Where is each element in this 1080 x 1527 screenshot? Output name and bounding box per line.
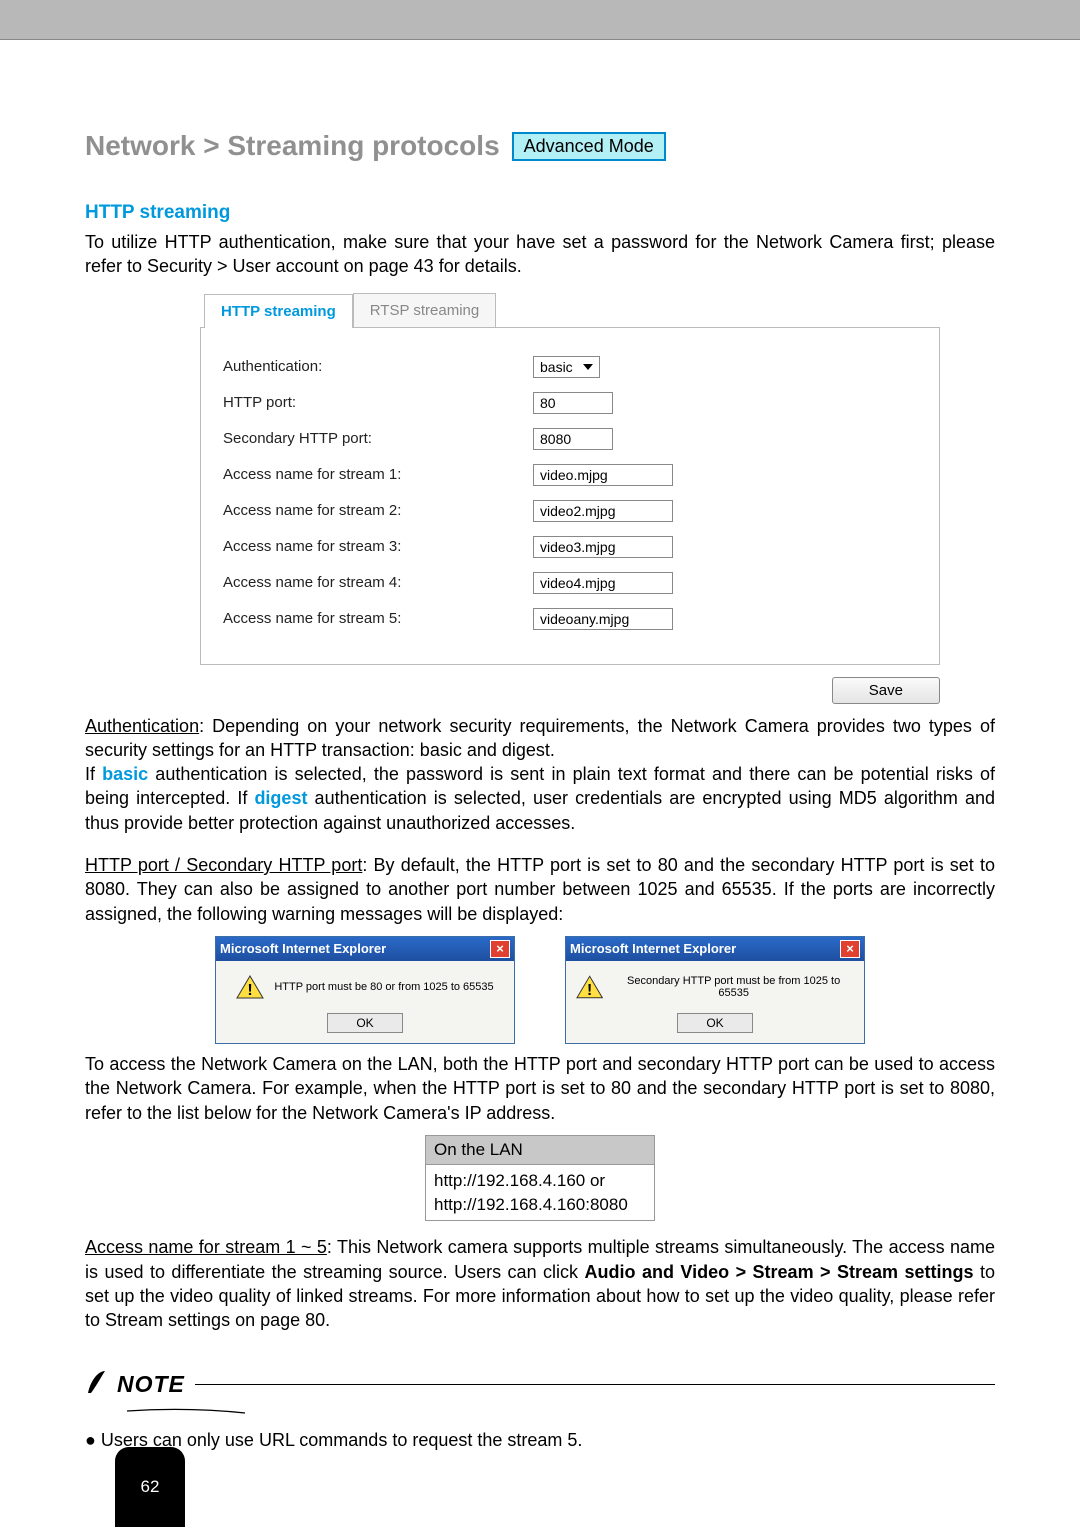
lan-body: http://192.168.4.160 or http://192.168.4… [426, 1165, 654, 1221]
note-label: NOTE [117, 1371, 185, 1398]
save-row: Save [200, 677, 940, 704]
tabs: HTTP streaming RTSP streaming [204, 293, 940, 327]
svg-text:!: ! [587, 982, 592, 999]
row-stream5: Access name for stream 5: [223, 608, 917, 630]
stream5-input[interactable] [533, 608, 673, 630]
config-panel: HTTP streaming RTSP streaming Authentica… [200, 293, 940, 704]
row-http-port: HTTP port: [223, 392, 917, 414]
feather-icon [85, 1369, 107, 1400]
panel-body: Authentication: basic HTTP port: Seconda… [200, 327, 940, 665]
secondary-port-label: Secondary HTTP port: [223, 430, 533, 447]
warning-icon: ! [576, 975, 603, 999]
secondary-port-input[interactable] [533, 428, 613, 450]
stream5-label: Access name for stream 5: [223, 610, 533, 627]
dialog-title-bar: Microsoft Internet Explorer × [566, 937, 864, 961]
access-underline: Access name for stream 1 ~ 5 [85, 1237, 327, 1257]
dialog-msg: HTTP port must be 80 or from 1025 to 655… [274, 981, 493, 993]
auth-paragraph: Authentication: Depending on your networ… [85, 714, 995, 835]
dialog-title: Microsoft Internet Explorer [570, 941, 736, 956]
row-stream2: Access name for stream 2: [223, 500, 917, 522]
lan-line1: http://192.168.4.160 or [434, 1169, 646, 1193]
authentication-value: basic [540, 359, 573, 375]
port-underline: HTTP port / Secondary HTTP port [85, 855, 362, 875]
title-row: Network > Streaming protocols Advanced M… [85, 130, 995, 162]
http-port-label: HTTP port: [223, 394, 533, 411]
access-paragraph: Access name for stream 1 ~ 5: This Netwo… [85, 1235, 995, 1332]
svg-text:!: ! [248, 982, 253, 999]
note-rule [195, 1384, 995, 1385]
stream4-label: Access name for stream 4: [223, 574, 533, 591]
dialog-http-port: Microsoft Internet Explorer × ! HTTP por… [215, 936, 515, 1044]
tab-rtsp-streaming[interactable]: RTSP streaming [353, 293, 497, 327]
chevron-down-icon [583, 364, 593, 370]
authentication-label: Authentication: [223, 358, 533, 375]
row-authentication: Authentication: basic [223, 356, 917, 378]
stream3-input[interactable] [533, 536, 673, 558]
warning-icon: ! [236, 975, 264, 999]
note-section: NOTE ● Users can only use URL commands t… [85, 1369, 995, 1451]
ok-button[interactable]: OK [327, 1013, 402, 1033]
row-stream4: Access name for stream 4: [223, 572, 917, 594]
lan-box: On the LAN http://192.168.4.160 or http:… [425, 1135, 655, 1222]
stream4-input[interactable] [533, 572, 673, 594]
row-secondary-port: Secondary HTTP port: [223, 428, 917, 450]
http-streaming-header: HTTP streaming [85, 202, 995, 224]
stream2-input[interactable] [533, 500, 673, 522]
auth-underline: Authentication [85, 716, 199, 736]
row-stream1: Access name for stream 1: [223, 464, 917, 486]
note-bullet: ● Users can only use URL commands to req… [85, 1430, 995, 1451]
page-number: 62 [141, 1477, 160, 1497]
top-bar [0, 0, 1080, 40]
page-title: Network > Streaming protocols [85, 130, 500, 162]
http-streaming-intro: To utilize HTTP authentication, make sur… [85, 230, 995, 279]
mode-badge: Advanced Mode [512, 132, 666, 161]
save-button[interactable]: Save [832, 677, 940, 704]
stream3-label: Access name for stream 3: [223, 538, 533, 555]
stream1-label: Access name for stream 1: [223, 466, 533, 483]
dialog-title-bar: Microsoft Internet Explorer × [216, 937, 514, 961]
dialog-secondary-port: Microsoft Internet Explorer × ! Secondar… [565, 936, 865, 1044]
lan-paragraph: To access the Network Camera on the LAN,… [85, 1052, 995, 1125]
lan-head: On the LAN [426, 1136, 654, 1165]
lan-line2: http://192.168.4.160:8080 [434, 1193, 646, 1217]
tab-http-streaming[interactable]: HTTP streaming [204, 294, 353, 328]
authentication-select[interactable]: basic [533, 356, 600, 378]
close-icon[interactable]: × [840, 940, 860, 958]
dialog-msg: Secondary HTTP port must be from 1025 to… [613, 975, 854, 999]
page-content: Network > Streaming protocols Advanced M… [0, 40, 1080, 1451]
ok-button[interactable]: OK [677, 1013, 752, 1033]
stream2-label: Access name for stream 2: [223, 502, 533, 519]
note-header: NOTE [85, 1369, 995, 1400]
dialog-body: ! Secondary HTTP port must be from 1025 … [566, 961, 864, 1043]
dialog-title: Microsoft Internet Explorer [220, 941, 386, 956]
row-stream3: Access name for stream 3: [223, 536, 917, 558]
stream1-input[interactable] [533, 464, 673, 486]
dialog-body: ! HTTP port must be 80 or from 1025 to 6… [216, 961, 514, 1043]
page-number-tab: 62 [115, 1447, 185, 1527]
http-port-input[interactable] [533, 392, 613, 414]
warning-dialogs: Microsoft Internet Explorer × ! HTTP por… [85, 936, 995, 1044]
port-paragraph: HTTP port / Secondary HTTP port: By defa… [85, 853, 995, 926]
note-underline-swoosh [127, 1407, 247, 1415]
close-icon[interactable]: × [490, 940, 510, 958]
